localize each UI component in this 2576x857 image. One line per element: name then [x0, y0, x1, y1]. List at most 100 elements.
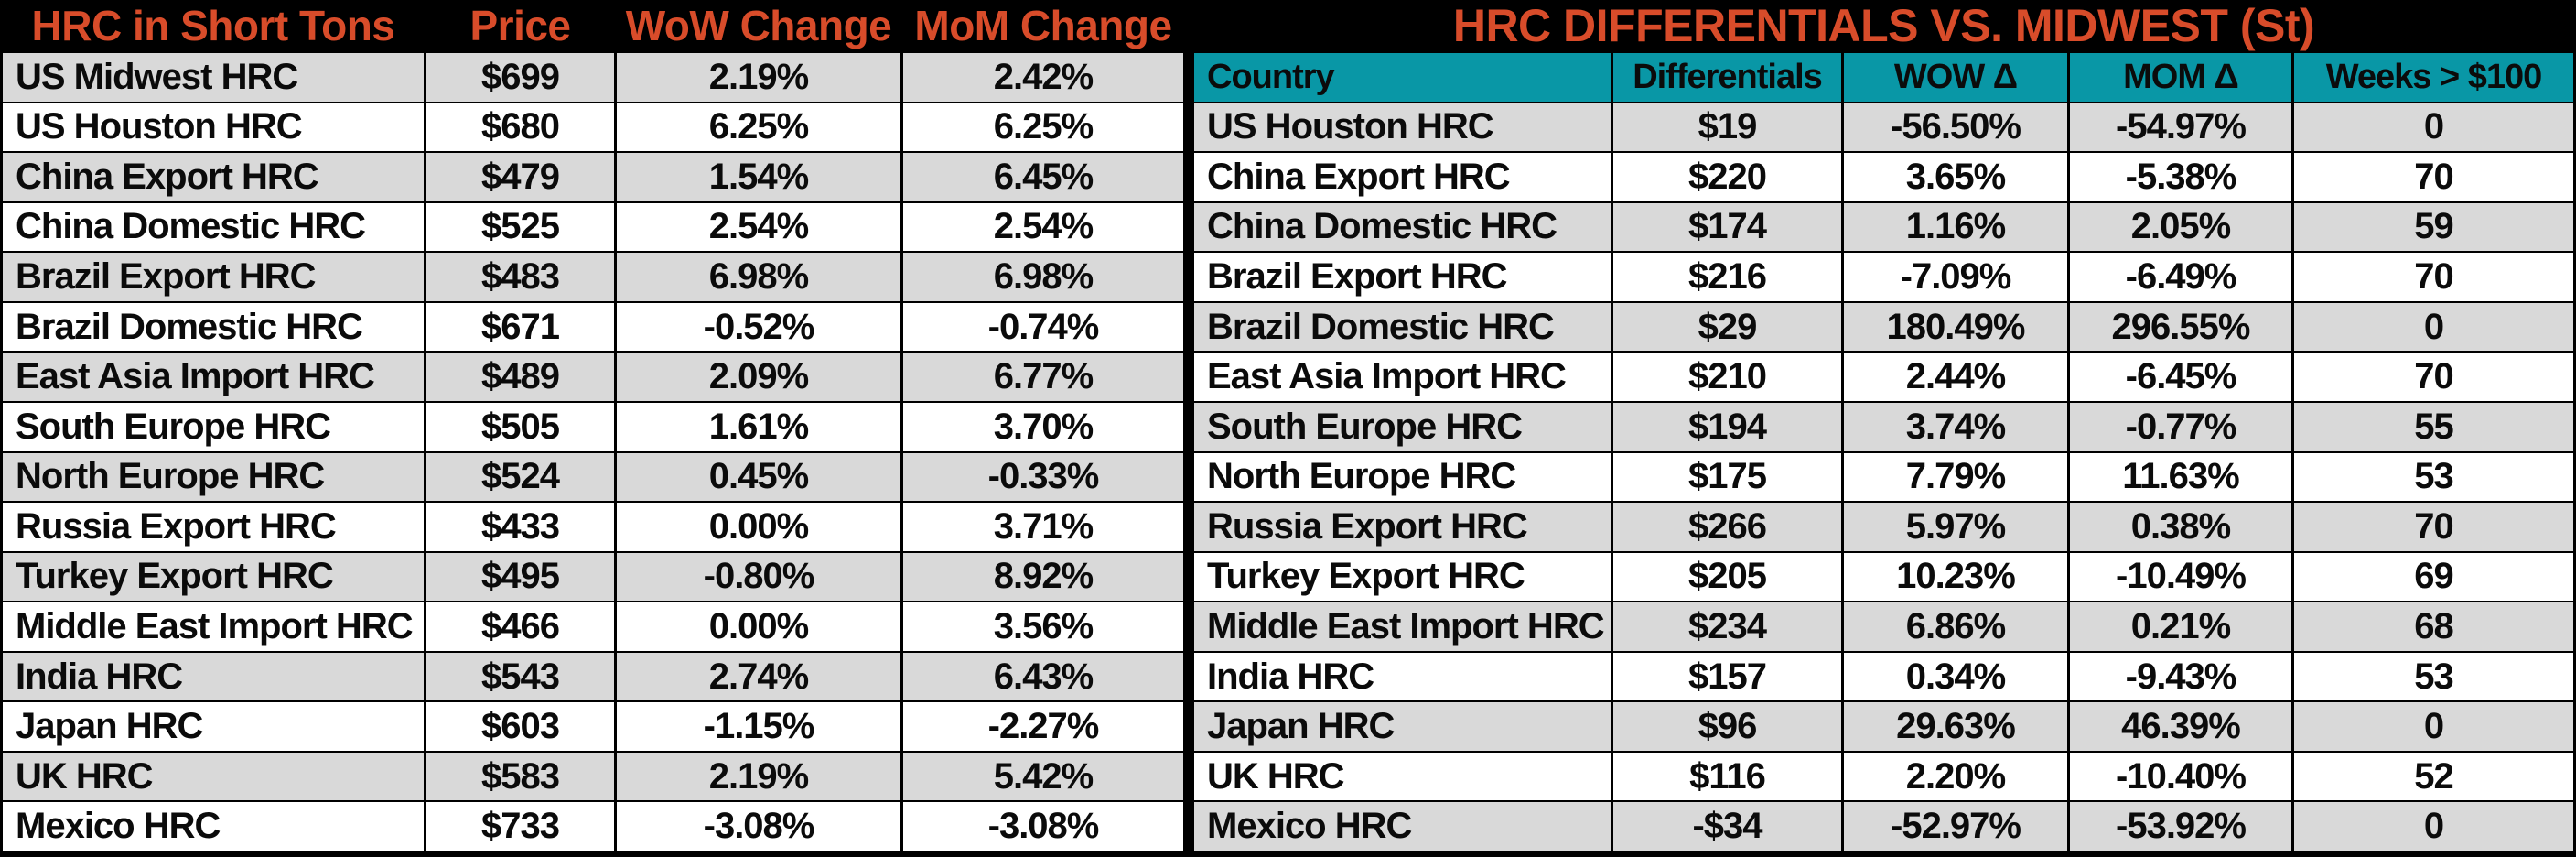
market-name-cell: Russia Export HRC	[3, 503, 424, 551]
wow-cell: -56.50%	[1844, 103, 2067, 152]
mom-cell: 3.71%	[903, 503, 1183, 551]
country-cell: China Export HRC	[1194, 153, 1611, 201]
price-cell: $524	[426, 452, 614, 502]
wow-cell: -7.09%	[1844, 253, 2067, 301]
wow-cell: 3.65%	[1844, 153, 2067, 201]
wow-cell: 6.25%	[617, 103, 900, 152]
mom-cell: 3.70%	[903, 402, 1183, 451]
country-cell: Brazil Domestic HRC	[1194, 302, 1611, 352]
wow-delta-column-header: WOW Δ	[1844, 53, 2067, 102]
weeks-cell: 55	[2294, 402, 2573, 451]
differential-cell: $205	[1613, 552, 1841, 602]
differential-cell: -$34	[1613, 802, 1841, 851]
market-name-cell: US Midwest HRC	[3, 53, 424, 102]
country-column-header: Country	[1194, 53, 1611, 102]
wow-cell: 1.54%	[617, 153, 900, 201]
wow-cell: 2.54%	[617, 202, 900, 252]
weeks-cell: 70	[2294, 353, 2573, 401]
price-cell: $466	[426, 602, 614, 651]
country-cell: UK HRC	[1194, 752, 1611, 801]
mom-cell: -6.49%	[2070, 253, 2291, 301]
mom-cell: 6.98%	[903, 253, 1183, 301]
country-cell: India HRC	[1194, 652, 1611, 701]
hrc-differentials-table: HRC DIFFERENTIALS VS. MIDWEST (St) Count…	[1191, 0, 2576, 857]
mom-cell: 3.56%	[903, 602, 1183, 651]
wow-cell: 2.19%	[617, 53, 900, 102]
differentials-column-header: Differentials	[1613, 53, 1841, 102]
country-cell: North Europe HRC	[1194, 452, 1611, 502]
mom-cell: -54.97%	[2070, 103, 2291, 152]
price-cell: $543	[426, 652, 614, 701]
wow-cell: -0.80%	[617, 552, 900, 602]
differential-cell: $96	[1613, 702, 1841, 751]
country-cell: China Domestic HRC	[1194, 202, 1611, 252]
weeks-cell: 0	[2294, 103, 2573, 152]
mom-cell: -0.74%	[903, 302, 1183, 352]
wow-cell: 6.98%	[617, 253, 900, 301]
weeks-column-header: Weeks > $100	[2294, 53, 2573, 102]
wow-cell: 2.20%	[1844, 752, 2067, 801]
wow-change-column-header: WoW Change	[617, 0, 900, 51]
mom-cell: 6.43%	[903, 652, 1183, 701]
weeks-cell: 52	[2294, 752, 2573, 801]
price-cell: $479	[426, 153, 614, 201]
country-cell: East Asia Import HRC	[1194, 353, 1611, 401]
market-name-cell: China Domestic HRC	[3, 202, 424, 252]
market-name-cell: Brazil Export HRC	[3, 253, 424, 301]
weeks-cell: 70	[2294, 503, 2573, 551]
market-name-cell: Turkey Export HRC	[3, 552, 424, 602]
wow-cell: 10.23%	[1844, 552, 2067, 602]
market-name-cell: Japan HRC	[3, 702, 424, 751]
price-cell: $680	[426, 103, 614, 152]
price-cell: $505	[426, 402, 614, 451]
market-name-cell: East Asia Import HRC	[3, 353, 424, 401]
differential-cell: $175	[1613, 452, 1841, 502]
wow-cell: 2.09%	[617, 353, 900, 401]
price-cell: $699	[426, 53, 614, 102]
price-cell: $525	[426, 202, 614, 252]
market-name-cell: UK HRC	[3, 752, 424, 801]
weeks-cell: 0	[2294, 802, 2573, 851]
mom-cell: 6.25%	[903, 103, 1183, 152]
mom-cell: 2.54%	[903, 202, 1183, 252]
hrc-price-table: HRC in Short Tons Price WoW Change MoM C…	[0, 0, 1186, 857]
market-name-cell: China Export HRC	[3, 153, 424, 201]
market-name-cell: Mexico HRC	[3, 802, 424, 851]
wow-cell: 2.44%	[1844, 353, 2067, 401]
mom-cell: 6.77%	[903, 353, 1183, 401]
differential-cell: $174	[1613, 202, 1841, 252]
wow-cell: 0.45%	[617, 452, 900, 502]
wow-cell: 5.97%	[1844, 503, 2067, 551]
country-cell: South Europe HRC	[1194, 402, 1611, 451]
country-cell: Russia Export HRC	[1194, 503, 1611, 551]
wow-cell: 1.61%	[617, 402, 900, 451]
weeks-cell: 68	[2294, 602, 2573, 651]
wow-cell: 0.34%	[1844, 652, 2067, 701]
wow-cell: 0.00%	[617, 602, 900, 651]
country-cell: Turkey Export HRC	[1194, 552, 1611, 602]
differential-cell: $116	[1613, 752, 1841, 801]
price-cell: $495	[426, 552, 614, 602]
weeks-cell: 53	[2294, 452, 2573, 502]
price-cell: $483	[426, 253, 614, 301]
differential-cell: $220	[1613, 153, 1841, 201]
differential-cell: $29	[1613, 302, 1841, 352]
mom-cell: 296.55%	[2070, 302, 2291, 352]
mom-change-column-header: MoM Change	[903, 0, 1183, 51]
wow-cell: -3.08%	[617, 802, 900, 851]
price-cell: $603	[426, 702, 614, 751]
wow-cell: 2.74%	[617, 652, 900, 701]
weeks-cell: 70	[2294, 153, 2573, 201]
market-name-cell: South Europe HRC	[3, 402, 424, 451]
weeks-cell: 59	[2294, 202, 2573, 252]
mom-cell: 11.63%	[2070, 452, 2291, 502]
differential-cell: $194	[1613, 402, 1841, 451]
price-cell: $433	[426, 503, 614, 551]
country-cell: US Houston HRC	[1194, 103, 1611, 152]
mom-cell: 46.39%	[2070, 702, 2291, 751]
right-table-title: HRC DIFFERENTIALS VS. MIDWEST (St)	[1194, 0, 2573, 51]
mom-cell: -10.49%	[2070, 552, 2291, 602]
weeks-cell: 0	[2294, 702, 2573, 751]
differential-cell: $266	[1613, 503, 1841, 551]
